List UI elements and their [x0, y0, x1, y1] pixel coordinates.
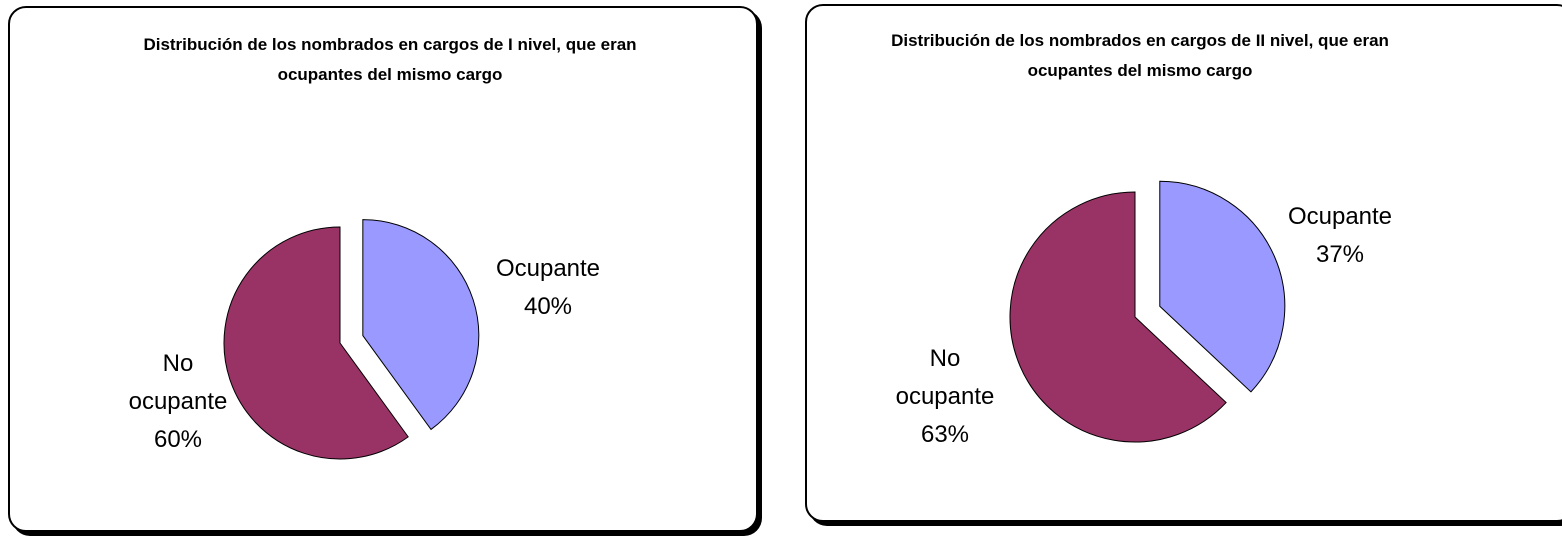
slice-value: 37% [1315, 241, 1365, 268]
pie-slice [1159, 180, 1286, 393]
pie-slice [223, 226, 409, 460]
slice-category: No ocupante [128, 350, 228, 415]
pie-slice [1009, 191, 1227, 443]
slice-label: Ocupante 40% [483, 250, 613, 326]
slice-value: 60% [153, 426, 203, 453]
slice-category: Ocupante [1287, 203, 1393, 230]
slice-value: 40% [523, 293, 573, 320]
slice-label: Ocupante 37% [1275, 198, 1405, 274]
chart-title: Distribución de los nombrados en cargos … [891, 31, 1389, 80]
slice-label: No ocupante 60% [113, 345, 243, 459]
pie-slice [362, 219, 480, 431]
slice-category: Ocupante [495, 255, 601, 282]
slice-value: 63% [920, 421, 970, 448]
slice-category: No ocupante [895, 345, 995, 410]
slice-label: No ocupante 63% [880, 340, 1010, 454]
chart-title: Distribución de los nombrados en cargos … [143, 35, 637, 84]
